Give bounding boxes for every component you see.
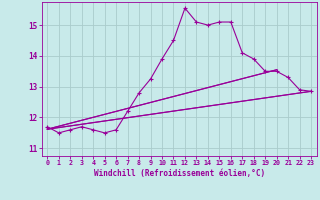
- X-axis label: Windchill (Refroidissement éolien,°C): Windchill (Refroidissement éolien,°C): [94, 169, 265, 178]
